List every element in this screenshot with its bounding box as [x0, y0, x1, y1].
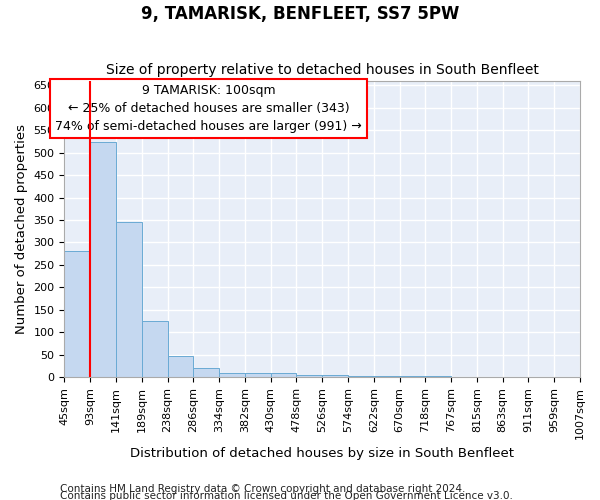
Y-axis label: Number of detached properties: Number of detached properties — [15, 124, 28, 334]
Bar — [142, 321, 167, 377]
Bar — [167, 356, 193, 377]
Bar — [348, 376, 374, 377]
Bar — [64, 252, 90, 377]
Bar — [400, 376, 425, 377]
Bar — [374, 376, 400, 377]
Bar — [90, 142, 116, 377]
Bar — [219, 372, 245, 377]
Bar — [116, 222, 142, 377]
Title: Size of property relative to detached houses in South Benfleet: Size of property relative to detached ho… — [106, 63, 539, 77]
Text: Contains public sector information licensed under the Open Government Licence v3: Contains public sector information licen… — [60, 491, 513, 500]
X-axis label: Distribution of detached houses by size in South Benfleet: Distribution of detached houses by size … — [130, 447, 514, 460]
Bar — [296, 375, 322, 377]
Text: Contains HM Land Registry data © Crown copyright and database right 2024.: Contains HM Land Registry data © Crown c… — [60, 484, 466, 494]
Text: 9, TAMARISK, BENFLEET, SS7 5PW: 9, TAMARISK, BENFLEET, SS7 5PW — [141, 5, 459, 23]
Bar — [425, 376, 451, 377]
Bar — [193, 368, 219, 377]
Text: 9 TAMARISK: 100sqm
← 25% of detached houses are smaller (343)
74% of semi-detach: 9 TAMARISK: 100sqm ← 25% of detached hou… — [55, 84, 362, 133]
Bar — [322, 375, 348, 377]
Bar — [245, 372, 271, 377]
Bar — [271, 374, 296, 377]
